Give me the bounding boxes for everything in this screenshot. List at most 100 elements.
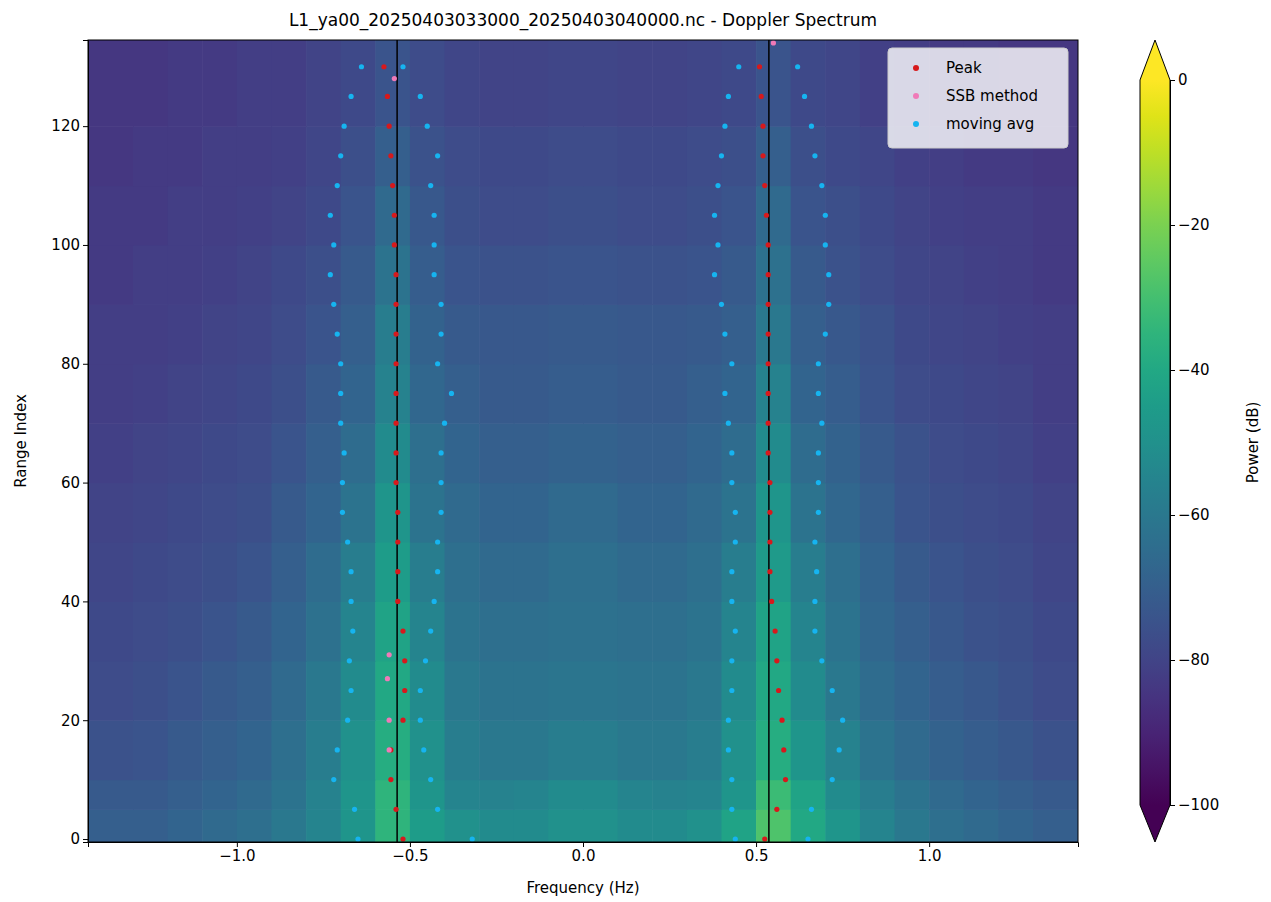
heatmap-cell <box>168 186 203 246</box>
heatmap-cell <box>479 661 514 721</box>
x-tick: 0.0 <box>572 842 596 865</box>
scatter-point <box>449 391 454 396</box>
heatmap-cell <box>202 601 237 661</box>
legend-marker <box>913 65 919 71</box>
heatmap-cell <box>618 542 653 602</box>
heatmap-cell <box>445 542 480 602</box>
colorbar-tick-mark <box>1170 80 1175 81</box>
heatmap-cell <box>791 364 826 424</box>
legend: PeakSSB methodmoving avg <box>888 48 1068 148</box>
scatter-point <box>418 688 423 693</box>
heatmap-cell <box>341 661 376 721</box>
heatmap-cell <box>306 542 341 602</box>
heatmap-cell <box>237 809 272 842</box>
y-tick: 120 <box>51 117 88 135</box>
heatmap-cell <box>618 126 653 186</box>
scatter-point <box>729 688 734 693</box>
heatmap-cell <box>791 720 826 780</box>
heatmap-cell <box>548 809 583 842</box>
heatmap-cell <box>583 40 618 127</box>
scatter-point <box>355 836 360 841</box>
scatter-point <box>432 213 437 218</box>
heatmap-cell <box>445 245 480 305</box>
heatmap-cell <box>88 304 134 364</box>
heatmap-cell <box>998 601 1033 661</box>
heatmap-cell <box>88 40 134 127</box>
heatmap-cell <box>375 423 410 483</box>
heatmap-cell <box>306 423 341 483</box>
colorbar-axis: −100−80−60−40−200 <box>1170 71 1219 814</box>
heatmap-cell <box>687 720 722 780</box>
heatmap-cell <box>895 364 930 424</box>
heatmap-cell <box>514 126 549 186</box>
y-tick-mark <box>83 720 88 721</box>
heatmap-cell <box>825 780 860 810</box>
colorbar-tick-mark <box>1170 805 1175 806</box>
scatter-point <box>418 94 423 99</box>
scatter-point <box>392 213 397 218</box>
vertical-line <box>768 40 770 842</box>
heatmap-cell <box>583 780 618 810</box>
scatter-point <box>729 361 734 366</box>
scatter-point <box>335 331 340 336</box>
colorbar-tick-mark <box>1170 515 1175 516</box>
heatmap-cell <box>202 126 237 186</box>
heatmap-cell <box>306 601 341 661</box>
heatmap-cell <box>895 809 930 842</box>
heatmap-cell <box>1033 601 1078 661</box>
scatter-point <box>766 450 771 455</box>
heatmap-cell <box>998 245 1033 305</box>
heatmap-cell <box>410 809 445 842</box>
heatmap-cell <box>929 601 964 661</box>
heatmap-cell <box>88 780 134 810</box>
heatmap-cell <box>825 601 860 661</box>
heatmap-cell <box>964 601 999 661</box>
heatmap-cell <box>445 780 480 810</box>
scatter-point <box>331 777 336 782</box>
heatmap-cell <box>375 720 410 780</box>
heatmap-cell <box>271 245 306 305</box>
scatter-point <box>400 718 405 723</box>
heatmap-cell <box>514 423 549 483</box>
heatmap-cell <box>479 542 514 602</box>
scatter-point <box>438 450 443 455</box>
y-tick: 0 <box>70 830 88 848</box>
scatter-point <box>715 183 720 188</box>
heatmap-cell <box>237 304 272 364</box>
scatter-point <box>435 361 440 366</box>
heatmap-cell <box>271 40 306 127</box>
scatter-point <box>816 480 821 485</box>
heatmap-cell <box>341 304 376 364</box>
heatmap-cell <box>618 661 653 721</box>
scatter-point <box>812 539 817 544</box>
x-tick-label: 1.0 <box>918 847 942 865</box>
scatter-point <box>830 688 835 693</box>
scatter-point <box>812 599 817 604</box>
heatmap-cell <box>583 245 618 305</box>
y-tick-label: 20 <box>61 712 80 730</box>
scatter-point <box>712 272 717 277</box>
heatmap-cell <box>514 364 549 424</box>
heatmap-cell <box>514 245 549 305</box>
heatmap-cell <box>618 423 653 483</box>
scatter-point <box>762 836 767 841</box>
heatmap-cell <box>998 483 1033 543</box>
heatmap-cell <box>133 661 168 721</box>
heatmap-cell <box>721 423 756 483</box>
y-tick-label: 40 <box>61 593 80 611</box>
heatmap-cell <box>998 186 1033 246</box>
scatter-point <box>342 450 347 455</box>
plot-frame <box>88 40 1078 842</box>
heatmap-cell <box>306 40 341 127</box>
colorbar-tick: −20 <box>1170 216 1210 234</box>
scatter-point <box>729 658 734 663</box>
heatmap-cell <box>341 186 376 246</box>
heatmap-cell <box>548 423 583 483</box>
heatmap-cell <box>479 40 514 127</box>
heatmap-cell <box>687 483 722 543</box>
heatmap-cell <box>306 720 341 780</box>
heatmap-cell <box>548 40 583 127</box>
scatter-point <box>781 747 786 752</box>
heatmap-cell <box>791 304 826 364</box>
scatter-point <box>438 302 443 307</box>
